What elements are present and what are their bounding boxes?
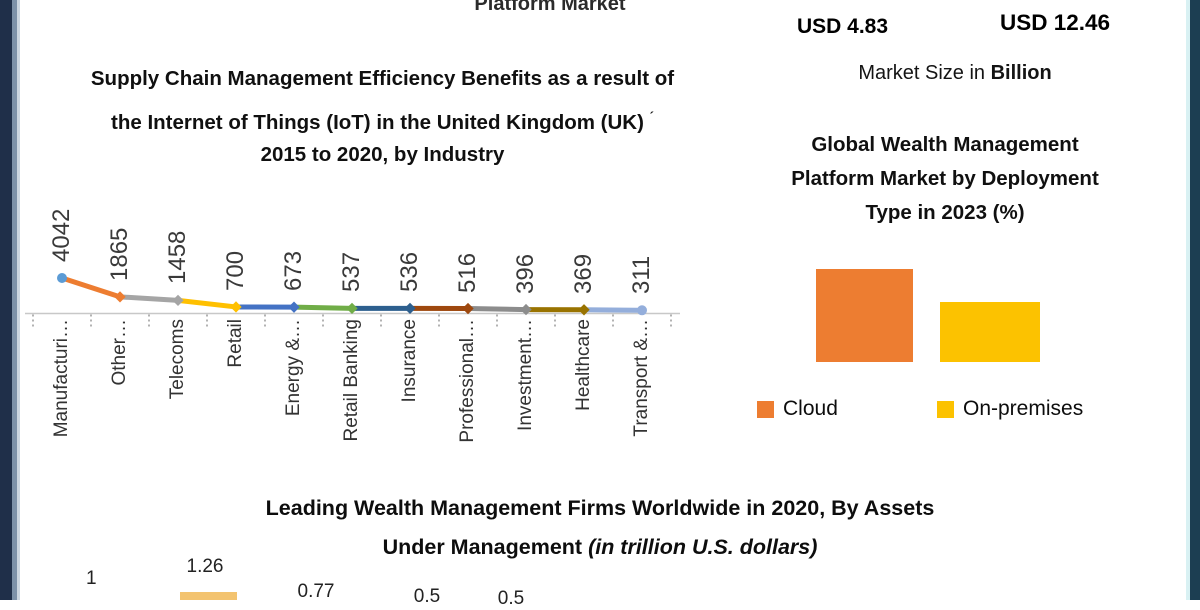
market-size-caption: Market Size in Billion	[790, 62, 1120, 85]
deployment-bar-cloud	[816, 269, 913, 362]
iot-category-label: Energy &…	[284, 319, 304, 416]
iot-category-label: Manufacturi…	[52, 319, 72, 437]
iot-chart-title-line-1: Supply Chain Management Efficiency Benef…	[25, 66, 740, 92]
iot-value-label: 516	[455, 252, 481, 292]
iot-data-point-marker	[637, 305, 647, 315]
aum-chart-title-line-2-italic: (in trillion U.S. dollars)	[588, 535, 817, 559]
on-premises-legend-swatch-icon	[937, 401, 954, 418]
iot-value-label: 700	[223, 251, 249, 291]
deployment-legend-item-on-premises: On-premises	[937, 397, 1083, 421]
iot-chart-title-line-3: 2015 to 2020, by Industry	[25, 142, 740, 168]
deployment-bar-on-premises	[940, 302, 1040, 362]
iot-value-label: 536	[397, 252, 423, 292]
aum-chart-title-line-2: Under Management (in trillion U.S. dolla…	[80, 533, 1120, 561]
iot-data-point-marker	[288, 302, 299, 313]
aum-chart-title-line-2-text: Under Management	[383, 535, 588, 559]
iot-category-label: Investment…	[516, 319, 536, 431]
aum-bar-partial	[180, 592, 237, 600]
iot-category-label: Transport &…	[632, 319, 652, 437]
iot-value-label: 1865	[107, 227, 133, 280]
aum-y-axis-tick-label: 1	[86, 568, 97, 590]
iot-line-segment	[294, 307, 352, 308]
iot-value-label: 311	[629, 256, 655, 294]
right-border-outer	[1190, 0, 1200, 600]
deployment-chart-title-line-2: Platform Market by Deployment	[745, 166, 1145, 192]
aum-value-label: 0.5	[405, 586, 449, 608]
iot-data-point-marker	[114, 291, 125, 302]
iot-category-label: Retail Banking	[342, 319, 362, 442]
cloud-legend-swatch-icon	[757, 401, 774, 418]
market-size-caption-unit: Billion	[991, 62, 1052, 84]
iot-value-label: 396	[513, 254, 539, 294]
market-size-start-value: USD 4.83	[797, 15, 888, 39]
iot-data-point-marker	[172, 295, 183, 306]
market-size-caption-prefix: Market Size in	[858, 62, 990, 84]
iot-line-segment	[584, 310, 642, 311]
iot-value-label: 1458	[165, 231, 191, 284]
cloud-legend-label: Cloud	[783, 397, 838, 421]
iot-chart-title-line-2: the Internet of Things (IoT) in the Unit…	[25, 104, 740, 136]
aum-value-label: 1.26	[183, 556, 227, 578]
aum-chart-title-line-1: Leading Wealth Management Firms Worldwid…	[80, 494, 1120, 522]
iot-category-label: Healthcare	[574, 319, 594, 411]
iot-data-point-marker	[230, 301, 241, 312]
iot-data-point-marker	[404, 303, 415, 314]
iot-value-label: 537	[339, 252, 365, 292]
cropped-banner-title: Platform Market	[300, 0, 800, 16]
iot-category-label: Retail	[226, 319, 246, 368]
deployment-chart-title-line-3: Type in 2023 (%)	[745, 200, 1145, 226]
iot-data-point-marker	[346, 303, 357, 314]
aum-value-label: 0.5	[489, 588, 533, 610]
iot-category-label: Other…	[110, 319, 130, 386]
iot-data-point-marker	[462, 303, 473, 314]
on-premises-legend-label: On-premises	[963, 397, 1083, 421]
iot-data-point-marker	[57, 273, 67, 283]
iot-chart-title-line-2-text: the Internet of Things (IoT) in the Unit…	[111, 111, 644, 134]
deployment-legend-item-cloud: Cloud	[757, 397, 838, 421]
iot-category-label: Telecoms	[168, 319, 188, 399]
market-size-end-value: USD 12.46	[1000, 10, 1110, 36]
iot-category-label: Professional…	[458, 319, 478, 443]
deployment-chart-title-line-1: Global Wealth Management	[745, 132, 1145, 158]
iot-chart-title-footnote-mark: ´	[650, 109, 654, 124]
left-border-outer	[0, 0, 12, 600]
iot-line-segment	[468, 309, 526, 310]
iot-category-label: Insurance	[400, 319, 420, 402]
iot-value-label: 673	[281, 251, 307, 291]
iot-line-segment	[120, 297, 178, 301]
iot-value-label: 369	[571, 254, 597, 294]
iot-line-segment	[178, 300, 236, 307]
iot-value-label: 4042	[49, 209, 75, 262]
